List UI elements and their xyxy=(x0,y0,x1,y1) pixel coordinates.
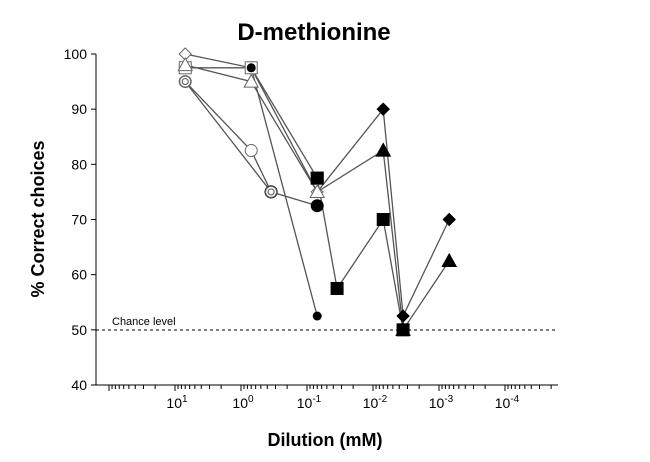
series-line-triangle-open xyxy=(185,64,384,193)
y-axis-label: % Correct choices xyxy=(28,140,48,297)
series-line-small-circle-filled xyxy=(250,67,318,317)
series-line-square-filled xyxy=(316,177,404,330)
series-line-diamond-filled xyxy=(382,109,450,319)
diamond-marker-filled xyxy=(396,309,410,323)
triangle-marker-filled xyxy=(441,252,458,267)
y-tick-label: 90 xyxy=(71,101,87,117)
chance-level-label: Chance level xyxy=(112,316,176,328)
x-ticks: 101 100 10-1 10-2 10-3 10-4 xyxy=(108,385,552,411)
circle-double-marker-open-inner xyxy=(181,77,189,86)
triangle-marker-open xyxy=(177,57,194,72)
x-tick-label: 10-3 xyxy=(429,394,454,411)
chart-title: D-methionine xyxy=(237,19,390,46)
x-tick-label: 100 xyxy=(232,394,254,411)
circle-marker-filled xyxy=(310,199,324,213)
series-line-circle-double-open xyxy=(184,81,272,193)
y-ticks: 40 50 60 70 80 90 100 xyxy=(64,46,96,393)
y-tick-label: 70 xyxy=(71,212,87,228)
triangle-marker-open xyxy=(243,73,260,88)
x-tick-label: 10-2 xyxy=(363,394,388,411)
series-line-circle-filled xyxy=(270,191,318,207)
square-marker-filled xyxy=(376,213,390,226)
circle-double-marker-open-inner xyxy=(267,188,275,196)
small-circle-marker-filled xyxy=(312,311,322,321)
y-tick-label: 60 xyxy=(71,267,87,283)
square-marker-filled xyxy=(330,281,344,295)
circle-marker-open xyxy=(244,144,258,158)
triangle-marker-open xyxy=(309,183,326,199)
triangle-marker-filled xyxy=(375,142,392,157)
y-tick-label: 40 xyxy=(71,377,87,393)
series-markers xyxy=(177,47,458,337)
y-tick-label: 100 xyxy=(64,46,88,62)
square-marker-filled xyxy=(310,171,324,185)
x-axis-label: Dilution (mM) xyxy=(268,430,383,450)
x-tick-label: 10-4 xyxy=(495,394,520,411)
y-tick-label: 50 xyxy=(71,322,87,338)
triangle-marker-filled xyxy=(395,321,411,336)
x-tick-label: 10-1 xyxy=(297,394,322,411)
diamond-marker-filled xyxy=(442,212,456,227)
series-line-diamond-open xyxy=(185,53,384,194)
x-tick-label: 101 xyxy=(166,394,188,411)
small-circle-marker-filled xyxy=(246,63,256,73)
y-tick-label: 80 xyxy=(71,156,87,172)
diamond-marker-filled xyxy=(376,102,390,116)
